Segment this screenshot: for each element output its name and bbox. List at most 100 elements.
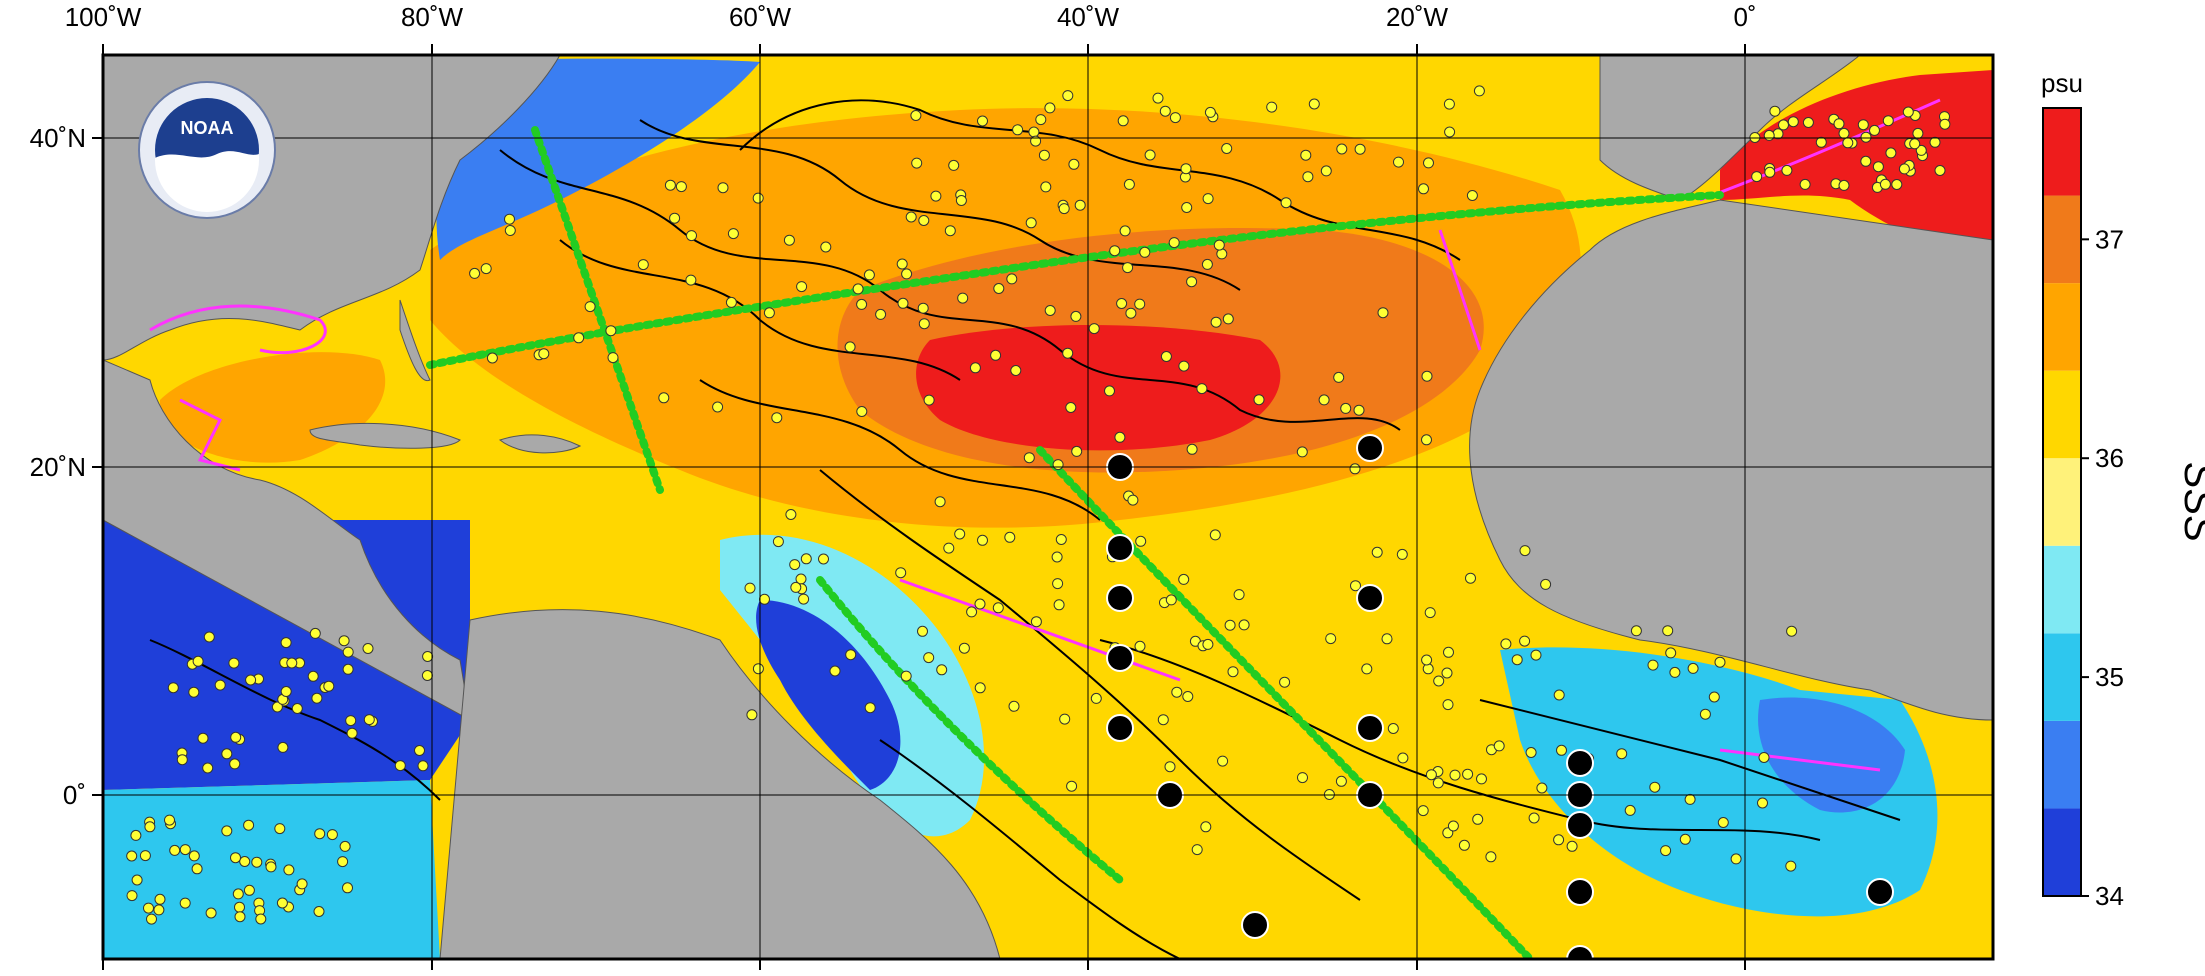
argo-float: [905, 211, 917, 223]
argo-float: [1171, 686, 1183, 698]
argo-float: [864, 702, 876, 714]
argo-float: [1433, 675, 1445, 687]
argo-float: [255, 913, 267, 925]
argo-float: [1458, 839, 1470, 851]
argo-float: [342, 663, 354, 675]
argo-float: [1815, 136, 1827, 148]
sss-region-med: [1720, 70, 1993, 260]
argo-float: [1397, 752, 1409, 764]
argo-float: [1122, 262, 1134, 274]
argo-float: [1556, 744, 1567, 756]
argo-float: [1053, 599, 1065, 611]
argo-float: [1202, 193, 1214, 205]
lon-label: 100˚W: [65, 2, 142, 32]
colorbar: psu 34 35 36 37 SSS: [2041, 68, 2205, 911]
argo-float: [897, 297, 909, 309]
argo-float: [658, 392, 670, 404]
argo-float: [323, 680, 335, 692]
argo-float: [1238, 619, 1250, 631]
argo-float: [307, 670, 319, 682]
colorbar-band: [2043, 545, 2081, 634]
argo-float: [818, 553, 829, 565]
argo-float: [727, 228, 739, 240]
argo-float: [1350, 580, 1361, 592]
argo-float: [752, 663, 764, 675]
argo-float: [1044, 305, 1056, 316]
argo-float: [1191, 844, 1203, 856]
argo-float: [675, 181, 687, 193]
argo-float: [1616, 748, 1628, 760]
argo-float: [785, 509, 797, 520]
argo-float: [1857, 119, 1869, 131]
argo-float: [789, 559, 801, 571]
argo-float: [717, 182, 729, 194]
glider-track: [1438, 229, 1482, 351]
argo-float: [1178, 360, 1190, 372]
argo-float: [1062, 347, 1074, 359]
argo-float: [977, 115, 988, 127]
drifter-track: [499, 149, 1401, 431]
argo-float: [1296, 446, 1308, 458]
argo-float: [1023, 452, 1035, 464]
argo-float: [800, 553, 812, 565]
glider-track: [149, 304, 327, 355]
argo-float: [1181, 202, 1193, 213]
map-frame: [101, 53, 1995, 961]
argo-float: [1751, 171, 1763, 183]
argo-float: [283, 864, 295, 876]
mooring-buoy: [1566, 749, 1594, 777]
argo-float: [1308, 98, 1320, 110]
argo-float: [1511, 654, 1523, 666]
argo-float: [1519, 545, 1531, 557]
argo-float: [790, 581, 802, 593]
argo-float: [1891, 179, 1903, 190]
argo-float: [1393, 156, 1404, 168]
ship-tracks: [426, 126, 1724, 959]
colorbar-band: [2043, 458, 2081, 546]
argo-float: [1186, 276, 1198, 288]
argo-float: [1624, 804, 1636, 816]
lat-label: 0˚: [63, 780, 86, 810]
argo-float: [974, 598, 986, 610]
lon-label: 20˚W: [1386, 2, 1449, 32]
argo-float: [1062, 90, 1074, 102]
argo-float: [1679, 833, 1691, 845]
argo-float: [232, 888, 244, 900]
argo-float: [139, 850, 151, 862]
argo-float: [251, 856, 263, 868]
argo-float: [744, 582, 756, 594]
colorbar-variable-label: SSS: [2176, 462, 2205, 542]
argo-float: [414, 745, 425, 756]
argo-float: [1939, 118, 1951, 130]
argo-float: [1320, 165, 1332, 177]
argo-float: [146, 913, 157, 925]
argo-float: [1201, 258, 1213, 270]
argo-float: [1417, 805, 1429, 817]
argo-float: [1860, 131, 1872, 143]
argo-float: [421, 670, 433, 681]
argo-float: [1068, 158, 1080, 170]
argo-float: [337, 856, 349, 868]
argo-float: [1266, 101, 1278, 113]
noaa-logo: NOAA: [138, 81, 276, 219]
argo-float: [1051, 551, 1063, 563]
argo-float: [944, 225, 956, 237]
argo-float: [1349, 463, 1361, 475]
argo-float: [1662, 625, 1674, 637]
argo-float: [1443, 646, 1454, 658]
argo-float: [1090, 692, 1102, 704]
argo-float: [480, 263, 492, 275]
argo-float: [1044, 102, 1056, 114]
argo-float: [1169, 112, 1181, 124]
argo-float: [1152, 92, 1164, 104]
argo-float: [203, 631, 215, 643]
argo-float: [1465, 572, 1476, 584]
drifter-track: [1479, 699, 1901, 821]
argo-float: [1213, 239, 1225, 251]
argo-float: [1010, 365, 1022, 376]
argo-float: [844, 341, 856, 353]
argo-float: [1200, 821, 1212, 833]
argo-float: [900, 670, 912, 682]
argo-float: [143, 902, 154, 914]
argo-float: [1660, 845, 1672, 857]
